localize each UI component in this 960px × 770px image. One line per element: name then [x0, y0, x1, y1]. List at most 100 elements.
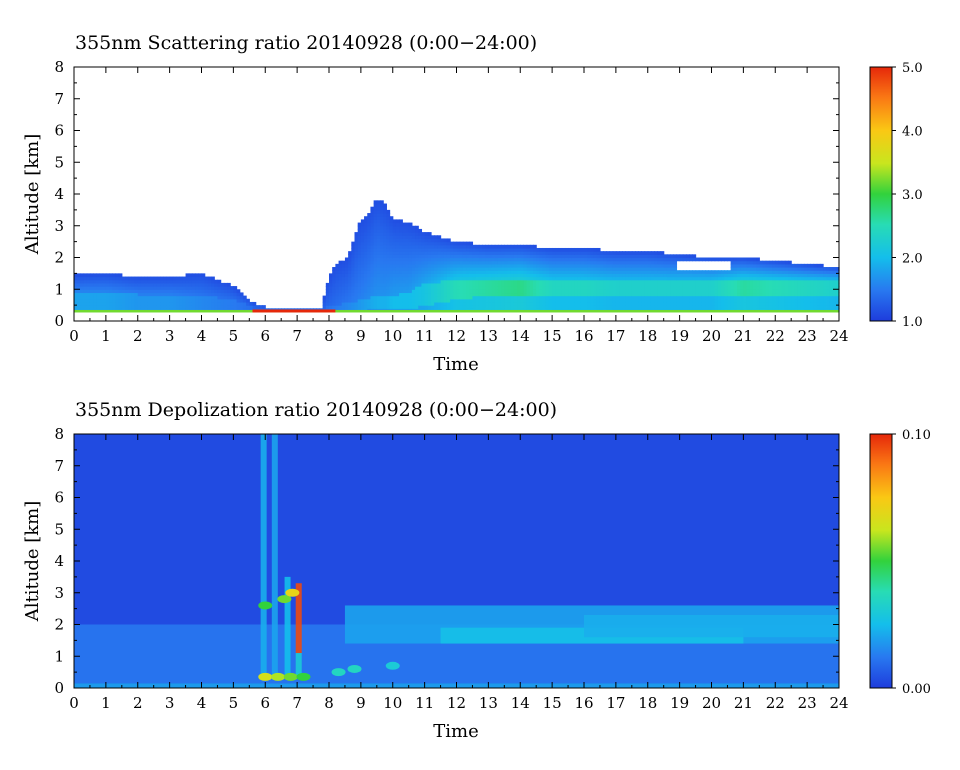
- heatmap-cell: [491, 251, 496, 255]
- heatmap-cell: [227, 292, 231, 297]
- heatmap-cell: [580, 295, 585, 300]
- heatmap-cell: [574, 282, 579, 287]
- heatmap-cell: [434, 273, 438, 278]
- heatmap-cell: [351, 286, 356, 290]
- heatmap-cell: [714, 292, 719, 297]
- heatmap-cell: [482, 286, 486, 290]
- heatmap-cell: [418, 305, 423, 309]
- heatmap-cell: [622, 260, 627, 265]
- heatmap-cell: [701, 305, 706, 309]
- heatmap-cell: [615, 276, 620, 281]
- heatmap-cell: [482, 276, 486, 281]
- heatmap-cell: [80, 282, 85, 287]
- heatmap-cell: [446, 292, 451, 297]
- heatmap-cell: [373, 298, 378, 303]
- heatmap-cell: [800, 267, 805, 271]
- x-tick-label: 14: [511, 327, 530, 345]
- heatmap-cell: [198, 295, 203, 300]
- heatmap-cell: [201, 273, 206, 278]
- heatmap-cell: [364, 305, 368, 309]
- heatmap-cell: [561, 254, 566, 259]
- heatmap-cell: [615, 289, 620, 294]
- heatmap-cell: [83, 279, 88, 284]
- heatmap-cell: [386, 279, 391, 284]
- heatmap-cell: [77, 289, 81, 294]
- heatmap-cell: [650, 305, 655, 309]
- heatmap-cell: [584, 254, 588, 259]
- heatmap-cell: [402, 247, 407, 252]
- heatmap-cell: [83, 282, 88, 287]
- heatmap-cell: [453, 305, 458, 309]
- heatmap-cell: [341, 260, 346, 265]
- heatmap-cell: [561, 295, 566, 300]
- heatmap-cell: [724, 276, 729, 281]
- heatmap-cell: [440, 257, 445, 262]
- heatmap-cell: [329, 286, 333, 290]
- heatmap-cell: [714, 289, 719, 294]
- heatmap-cell: [211, 292, 215, 297]
- heatmap-cell: [370, 270, 375, 274]
- y-tick-label: 0: [54, 312, 64, 330]
- heatmap-cell: [545, 289, 550, 294]
- heatmap-cell: [692, 301, 697, 306]
- heatmap-cell: [599, 298, 604, 303]
- heatmap-cell: [415, 273, 419, 278]
- heatmap-cell: [118, 289, 123, 294]
- heatmap-cell: [166, 305, 171, 309]
- heatmap-cell: [689, 301, 693, 306]
- heatmap-cell: [740, 270, 744, 274]
- heatmap-cell: [351, 273, 356, 278]
- heatmap-cell: [810, 298, 815, 303]
- heatmap-cell: [823, 267, 827, 271]
- heatmap-cell: [650, 267, 655, 271]
- heatmap-cell: [596, 298, 601, 303]
- heatmap-cell: [112, 273, 117, 278]
- heatmap-cell: [663, 282, 668, 287]
- heatmap-cell: [504, 301, 509, 306]
- y-tick-label: 4: [54, 185, 64, 203]
- heatmap-cell: [389, 251, 394, 255]
- heatmap-cell: [383, 282, 387, 287]
- heatmap-cell: [676, 301, 681, 306]
- heatmap-cell: [424, 254, 429, 259]
- heatmap-cell: [341, 292, 346, 297]
- heatmap-cell: [816, 282, 821, 287]
- heatmap-cell: [182, 305, 187, 309]
- heatmap-cell: [794, 305, 799, 309]
- heatmap-cell: [666, 263, 671, 268]
- heatmap-cell: [679, 298, 684, 303]
- heatmap-cell: [370, 216, 375, 220]
- heatmap-cell: [223, 305, 228, 309]
- heatmap-cell: [383, 273, 387, 278]
- heatmap-cell: [373, 305, 378, 309]
- heatmap-cell: [555, 267, 560, 271]
- heatmap-cell: [466, 305, 470, 309]
- heatmap-cell: [405, 273, 410, 278]
- heatmap-cell: [660, 263, 665, 268]
- heatmap-cell: [740, 276, 744, 281]
- heatmap-cell: [552, 270, 556, 274]
- heatmap-cell: [376, 257, 381, 262]
- heatmap-cell: [472, 260, 477, 265]
- heatmap-cell: [80, 301, 85, 306]
- heatmap-cell: [364, 244, 368, 249]
- heatmap-cell: [357, 267, 362, 271]
- heatmap-cell: [443, 247, 448, 252]
- heatmap-cell: [389, 273, 394, 278]
- heatmap-cell: [437, 254, 442, 259]
- heatmap-cell: [571, 289, 576, 294]
- heatmap-cell: [373, 219, 378, 224]
- heatmap-cell: [408, 241, 413, 246]
- heatmap-cell: [768, 279, 773, 284]
- heatmap-cell: [475, 282, 480, 287]
- heatmap-cell: [737, 257, 741, 262]
- heatmap-cell: [631, 292, 636, 297]
- heatmap-cell: [494, 244, 499, 249]
- heatmap-cell: [411, 298, 416, 303]
- heatmap-cell: [682, 292, 687, 297]
- heatmap-cell: [832, 286, 837, 290]
- heatmap-cell: [102, 289, 107, 294]
- heatmap-cell: [431, 235, 435, 240]
- heatmap-cell: [446, 286, 451, 290]
- heatmap-cell: [421, 267, 426, 271]
